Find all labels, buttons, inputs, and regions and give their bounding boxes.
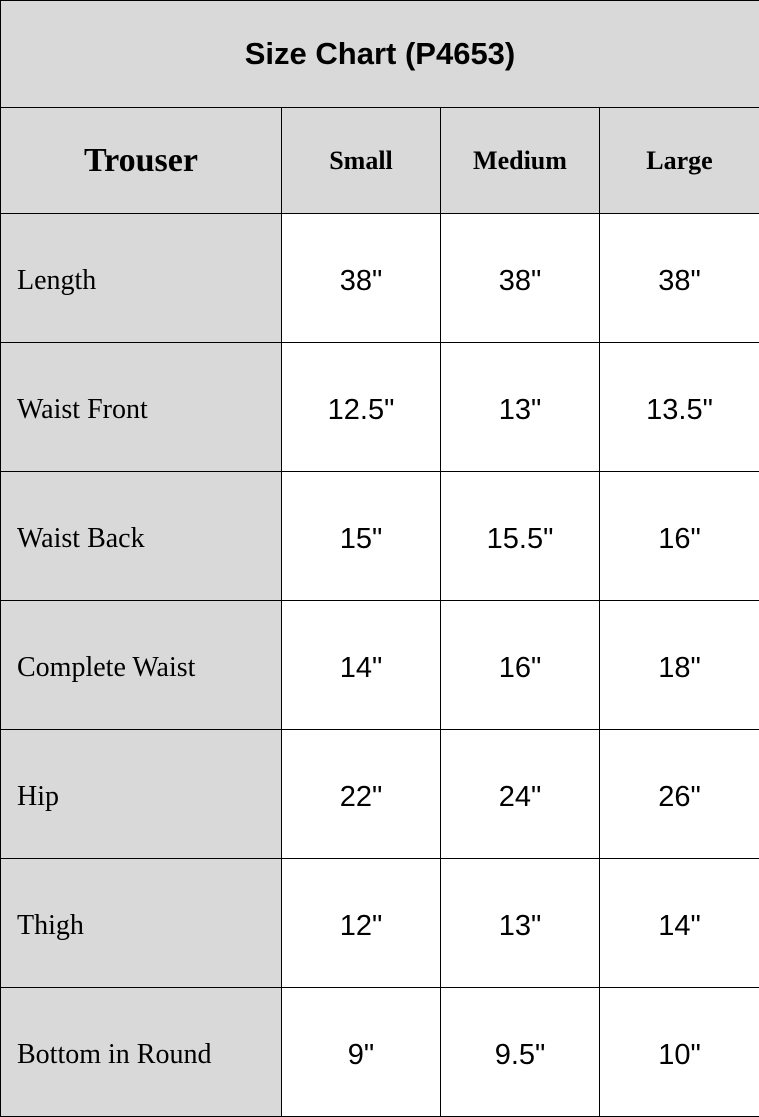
row-label: Hip [1,730,282,859]
row-label: Thigh [1,859,282,988]
cell-small: 12" [282,859,441,988]
row-label: Waist Front [1,343,282,472]
cell-medium: 16" [441,601,600,730]
cell-large: 18" [600,601,759,730]
header-large: Large [600,108,759,214]
cell-large: 13.5" [600,343,759,472]
cell-large: 26" [600,730,759,859]
header-medium: Medium [441,108,600,214]
cell-small: 12.5" [282,343,441,472]
table-title: Size Chart (P4653) [1,1,759,108]
cell-medium: 24" [441,730,600,859]
cell-small: 14" [282,601,441,730]
cell-medium: 38" [441,214,600,343]
cell-small: 15" [282,472,441,601]
cell-large: 14" [600,859,759,988]
cell-medium: 13" [441,343,600,472]
header-row: Trouser Small Medium Large [1,108,759,214]
header-small: Small [282,108,441,214]
cell-large: 16" [600,472,759,601]
cell-medium: 9.5" [441,988,600,1117]
cell-large: 10" [600,988,759,1117]
row-label: Complete Waist [1,601,282,730]
cell-medium: 15.5" [441,472,600,601]
cell-medium: 13" [441,859,600,988]
header-trouser: Trouser [1,108,282,214]
row-label: Length [1,214,282,343]
row-label: Bottom in Round [1,988,282,1117]
cell-small: 22" [282,730,441,859]
cell-large: 38" [600,214,759,343]
cell-small: 9" [282,988,441,1117]
row-label: Waist Back [1,472,282,601]
cell-small: 38" [282,214,441,343]
